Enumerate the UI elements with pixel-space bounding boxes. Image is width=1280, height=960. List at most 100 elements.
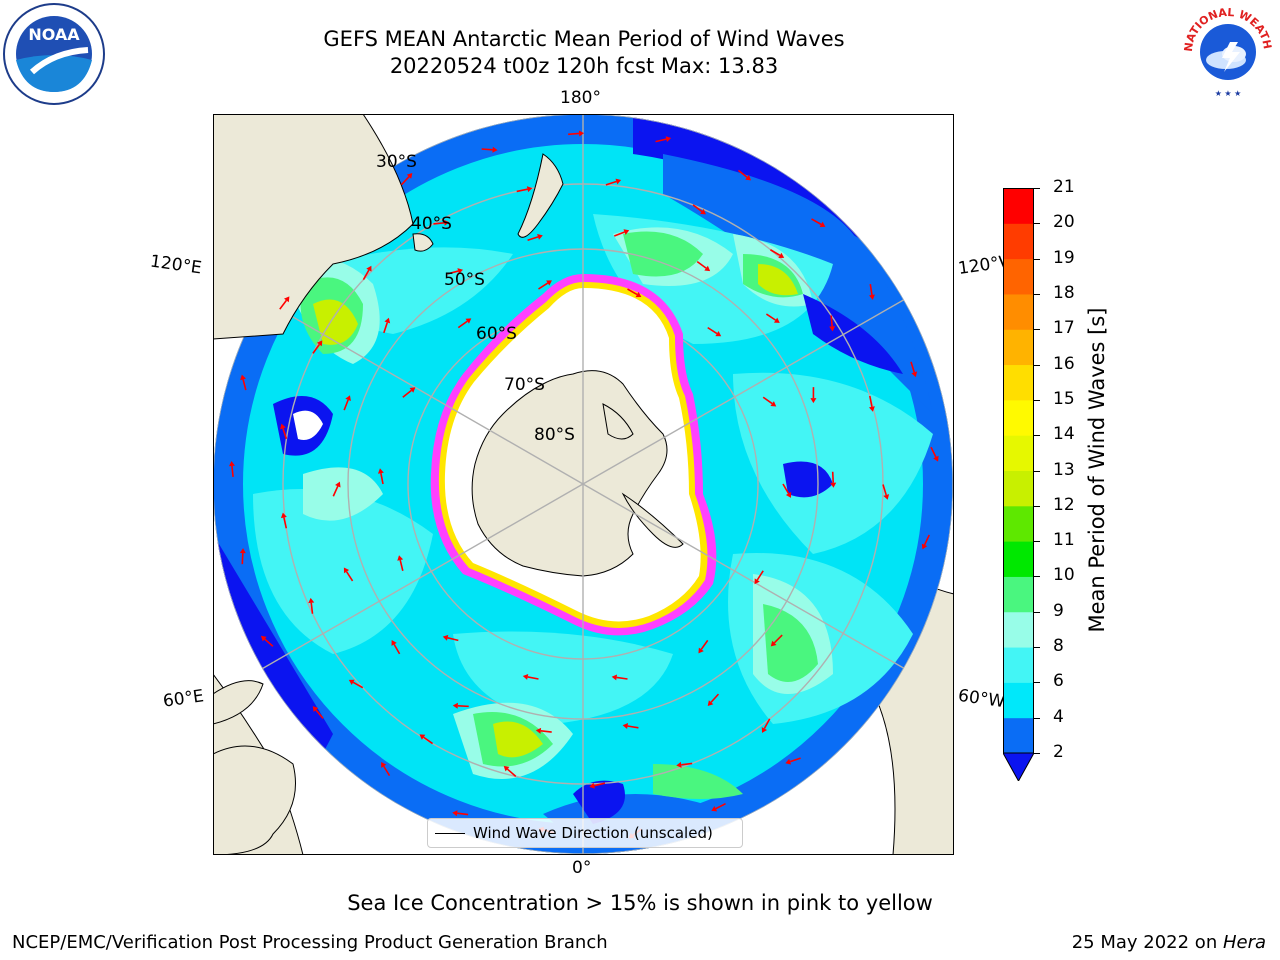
- chart-subtitle: 20220524 t00z 120h fcst Max: 13.83: [389, 54, 779, 78]
- legend: Wind Wave Direction (unscaled): [427, 818, 743, 848]
- wind-wave-arrow: [811, 218, 822, 226]
- wind-wave-arrow-head: [316, 340, 323, 347]
- wind-wave-arrow: [481, 148, 493, 151]
- wind-wave-arrow-head: [240, 374, 247, 381]
- colorbar-tick-mark: [1034, 364, 1040, 366]
- wind-wave-arrow-head: [348, 679, 355, 685]
- wind-wave-arrow-head: [578, 130, 585, 137]
- land-new-zealand: [517, 153, 564, 238]
- colorbar-extend-triangle: [1002, 752, 1035, 783]
- colorbar-tick-label: 17: [1053, 318, 1075, 339]
- wind-wave-arrow-head: [366, 265, 372, 272]
- wind-wave-arrow-head: [778, 252, 785, 258]
- wind-wave-arrow: [923, 534, 930, 546]
- wind-wave-arrow-head: [308, 597, 315, 604]
- colorbar-tick-mark: [1034, 682, 1040, 684]
- wind-wave-arrow: [527, 236, 539, 241]
- wind-wave-arrow-head: [239, 548, 246, 554]
- wind-wave-arrow: [762, 396, 773, 405]
- noaa-logo-icon: NOAA: [2, 2, 106, 106]
- wind-wave-arrow-head: [770, 401, 777, 407]
- wind-wave-arrow-head: [761, 727, 768, 733]
- wind-wave-arrow: [423, 736, 434, 745]
- footer-credit: NCEP/EMC/Verification Post Processing Pr…: [12, 932, 608, 953]
- colorbar-band: [1003, 364, 1034, 401]
- colorbar-tick-label: 9: [1053, 600, 1064, 621]
- colorbar-tick-label: 13: [1053, 459, 1075, 480]
- colorbar-band: [1003, 505, 1034, 542]
- colorbar-band: [1003, 188, 1034, 224]
- wind-wave-arrow: [594, 782, 606, 787]
- legend-label: Wind Wave Direction (unscaled): [473, 824, 713, 842]
- colorbar-band: [1003, 258, 1034, 295]
- wind-wave-arrow-head: [665, 136, 672, 143]
- lat-label-80s: 80°S: [534, 425, 575, 445]
- colorbar-band: [1003, 399, 1034, 436]
- wind-wave-arrow-head: [676, 761, 682, 768]
- colorbar-band: [1003, 717, 1034, 754]
- wind-wave-arrow: [447, 637, 459, 642]
- colorbar-band: [1003, 329, 1034, 366]
- wind-wave-arrow-head: [345, 395, 351, 401]
- colorbar-tick-label: 20: [1053, 212, 1075, 233]
- wind-wave-arrow-head: [745, 174, 751, 181]
- colorbar-tick-mark: [1034, 611, 1040, 613]
- colorbar-tick-label: 12: [1053, 494, 1075, 515]
- colorbar-tick-mark: [1034, 753, 1040, 754]
- wind-wave-arrow-head: [406, 172, 413, 179]
- wind-wave-arrow: [756, 570, 764, 581]
- colorbar-tick-mark: [1034, 505, 1040, 507]
- lon-label-0: 0°: [572, 858, 592, 878]
- colorbar-band: [1003, 470, 1034, 507]
- colorbar-band: [1003, 682, 1034, 719]
- wind-wave-arrow: [315, 709, 324, 719]
- colorbar-tick-mark: [1034, 576, 1040, 578]
- wind-wave-arrow-head: [921, 543, 928, 550]
- wind-wave-arrow-head: [452, 702, 458, 709]
- wind-wave-arrow-head: [312, 706, 319, 712]
- wind-wave-arrow-head: [457, 268, 463, 274]
- land-madagascar: [213, 680, 264, 725]
- wind-wave-arrow-head: [869, 294, 875, 300]
- wind-wave-arrow-head: [335, 481, 341, 488]
- wind-wave-arrow-head: [829, 326, 836, 332]
- lon-label-180: 180°: [560, 88, 601, 108]
- wind-wave-arrow: [241, 553, 244, 565]
- wind-wave-arrow: [540, 730, 552, 733]
- wind-wave-arrow-head: [715, 331, 722, 337]
- wind-wave-arrows: [228, 130, 939, 839]
- wind-wave-arrow-head: [785, 492, 792, 498]
- colorbar-tick-mark: [1034, 541, 1040, 543]
- wind-wave-arrow-head: [284, 296, 290, 303]
- wind-wave-arrow-head: [611, 674, 618, 681]
- colorbar-tick-mark: [1034, 399, 1040, 401]
- wind-wave-arrow-head: [444, 219, 450, 226]
- wind-wave-arrow: [393, 643, 401, 655]
- wind-wave-arrow: [930, 446, 937, 458]
- wind-wave-arrow-head: [452, 810, 458, 817]
- colorbar-tick-mark: [1034, 329, 1040, 331]
- colorbar-band: [1003, 223, 1034, 260]
- chart-title: GEFS MEAN Antarctic Mean Period of Wind …: [323, 27, 845, 51]
- lat-label-40s: 40°S: [411, 214, 452, 234]
- wind-wave-arrow-head: [773, 317, 780, 323]
- wind-wave-arrow: [763, 718, 771, 729]
- wind-wave-arrow: [516, 188, 528, 193]
- colorbar-tick-label: 18: [1053, 282, 1075, 303]
- wind-wave-arrow: [399, 559, 404, 571]
- wind-wave-arrow: [310, 602, 314, 614]
- svg-text:★ ★ ★: ★ ★ ★: [1215, 89, 1242, 98]
- wind-wave-arrow: [332, 485, 339, 497]
- wind-wave-arrow: [506, 768, 517, 777]
- wind-wave-arrow-head: [280, 512, 287, 519]
- lat-label-70s: 70°S: [504, 375, 545, 395]
- wind-wave-arrow-head: [754, 578, 760, 585]
- wind-wave-arrow-head: [868, 406, 875, 412]
- wind-wave-arrow-head: [700, 209, 706, 215]
- wind-wave-arrow: [312, 344, 321, 354]
- wind-wave-arrow-head: [810, 398, 817, 404]
- wind-wave-arrow-head: [377, 468, 384, 474]
- colorbar-band: [1003, 647, 1034, 683]
- wind-wave-arrow: [737, 169, 748, 178]
- wind-wave-arrow: [402, 389, 412, 398]
